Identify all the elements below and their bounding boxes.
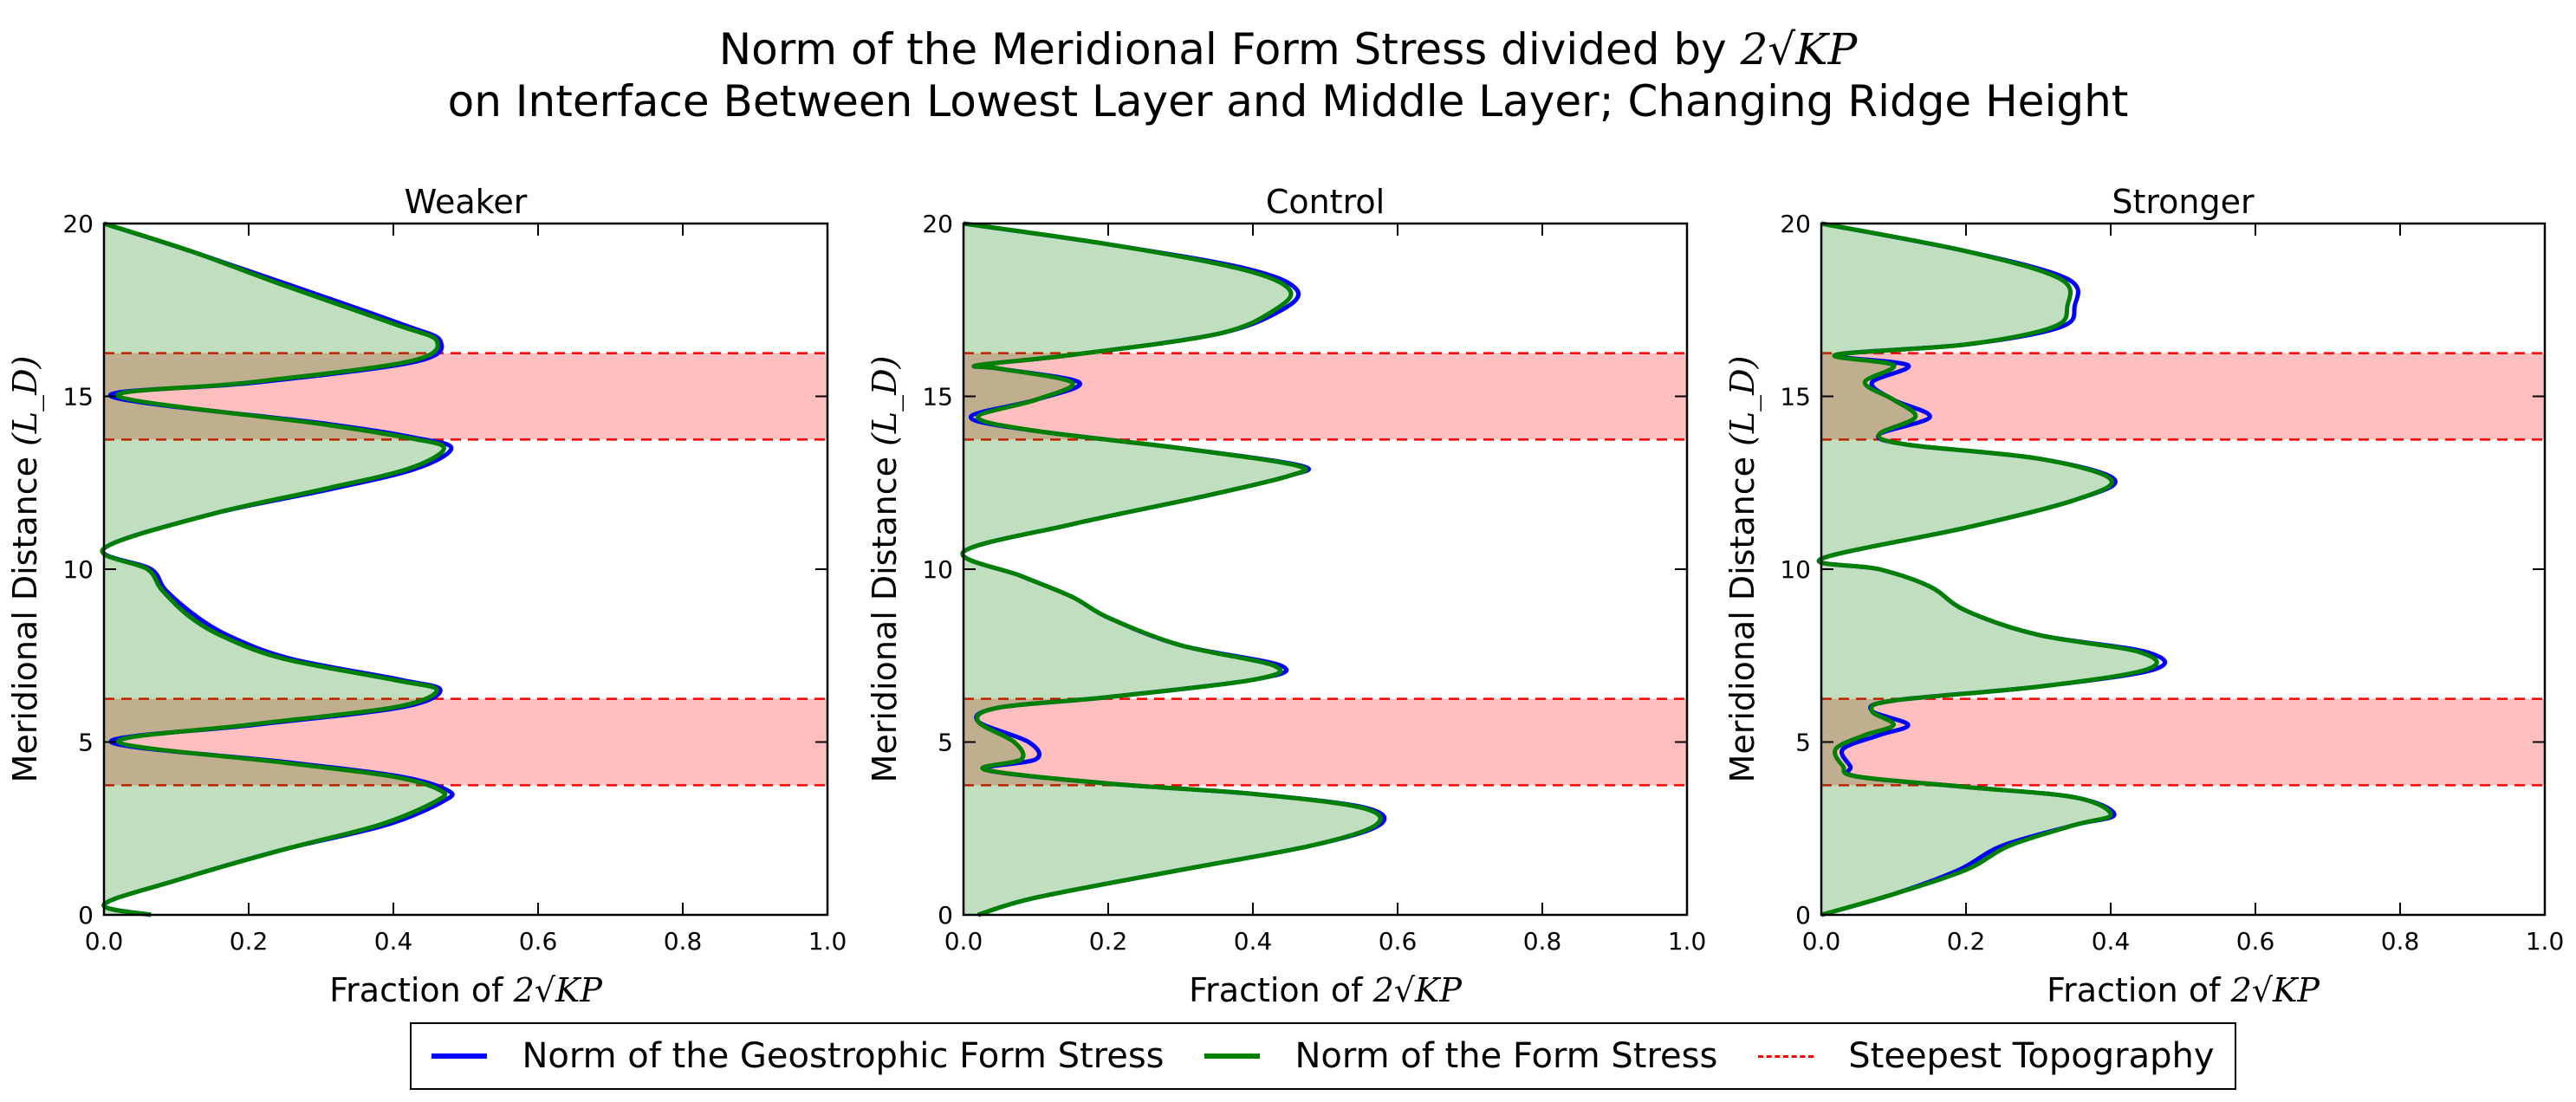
y-tick-label: 5 <box>78 729 94 757</box>
y-axis-label-math: (L_D) <box>1723 356 1762 446</box>
y-tick-label: 5 <box>1795 729 1811 757</box>
x-tick-label: 0.8 <box>1523 927 1562 956</box>
y-tick-label: 15 <box>922 383 953 412</box>
y-axis-label-text: Meridional Distance <box>1723 446 1762 783</box>
y-axis-label-text: Meridional Distance <box>866 446 904 783</box>
figure-title-line2: on Interface Between Lowest Layer and Mi… <box>447 76 2129 126</box>
x-tick-label: 1.0 <box>1668 927 1707 956</box>
figure-title-text: Norm of the Meridional Form Stress divid… <box>718 24 1727 75</box>
y-tick-label: 10 <box>1780 555 1811 584</box>
y-tick-label: 10 <box>62 555 94 584</box>
chart-title: Weaker <box>405 183 528 221</box>
x-axis-label: Fraction of 2√KP <box>1189 971 1463 1009</box>
legend-swatch-geostrophic <box>431 1053 488 1059</box>
x-tick-label: 0.4 <box>374 927 413 956</box>
y-tick-label: 15 <box>62 383 94 412</box>
legend-swatch-form <box>1204 1053 1261 1059</box>
x-tick-label: 0.2 <box>1089 927 1128 956</box>
topography-band <box>1821 353 2545 440</box>
legend-label-geostrophic: Norm of the Geostrophic Form Stress <box>522 1036 1165 1076</box>
y-tick-label: 20 <box>922 210 953 238</box>
chart-panel-control: 0.0 0.2 0.4 0.6 0.8 1.0 0 5 10 15 20 Control Fractio… <box>866 183 1706 1009</box>
topography-band <box>964 353 1687 440</box>
y-tick-label: 0 <box>938 901 953 930</box>
x-tick-label: 0.8 <box>2381 927 2420 956</box>
x-axis-label-text: Fraction of <box>1189 971 1372 1009</box>
form-stress-fill <box>102 224 445 915</box>
x-tick-label: 1.0 <box>808 927 847 956</box>
x-tick-label: 0.6 <box>519 927 558 956</box>
form-stress-fill <box>962 224 1381 915</box>
topography-band <box>104 353 827 440</box>
x-axis-label-math: 2√KP <box>513 971 604 1009</box>
x-tick-label: 1.0 <box>2526 927 2565 956</box>
figure-title-math: 2√KP <box>1740 24 1858 75</box>
form-stress-line <box>960 221 1383 917</box>
x-tick-label: 0.2 <box>230 927 269 956</box>
x-axis-label: Fraction of 2√KP <box>2047 971 2320 1009</box>
y-tick-label: 20 <box>62 210 94 238</box>
y-axis-label-text: Meridional Distance <box>6 446 44 783</box>
x-tick-label: 0.4 <box>1234 927 1273 956</box>
legend-item-form: Norm of the Form Stress <box>1204 1036 1717 1076</box>
y-axis-label: Meridional Distance (L_D) <box>866 356 905 783</box>
x-tick-label: 0.0 <box>944 927 983 956</box>
x-tick-label: 0.6 <box>2236 927 2275 956</box>
x-axis-label-text: Fraction of <box>329 971 513 1009</box>
chart-title: Control <box>1266 183 1385 221</box>
legend-label-topography: Steepest Topography <box>1848 1036 2215 1076</box>
y-axis-label-math: (L_D) <box>866 356 905 446</box>
x-tick-label: 0.6 <box>1379 927 1418 956</box>
y-axis-label: Meridional Distance (L_D) <box>1723 356 1762 783</box>
topography-band <box>1821 698 2545 786</box>
chart-title: Stronger <box>2112 183 2255 221</box>
form-stress-fill <box>1819 224 2157 915</box>
legend-label-form: Norm of the Form Stress <box>1294 1036 1718 1076</box>
legend-swatch-topography <box>1758 1054 1814 1058</box>
x-tick-label: 0.4 <box>2092 927 2131 956</box>
x-axis-label: Fraction of 2√KP <box>329 971 603 1009</box>
x-tick-label: 0.0 <box>1802 927 1841 956</box>
y-tick-label: 0 <box>78 901 94 930</box>
x-tick-label: 0.0 <box>85 927 124 956</box>
form-stress-line <box>100 221 448 917</box>
topography-band <box>104 698 827 786</box>
x-tick-label: 0.2 <box>1947 927 1986 956</box>
y-axis-label: Meridional Distance (L_D) <box>6 356 45 783</box>
y-axis-label-math: (L_D) <box>6 356 45 446</box>
y-tick-label: 15 <box>1780 383 1811 412</box>
y-tick-label: 0 <box>1795 901 1811 930</box>
chart-panel-weaker: 0.0 0.2 0.4 0.6 0.8 1.0 0 5 10 15 20 Weaker Fraction… <box>6 183 847 1009</box>
legend-item-topography: Steepest Topography <box>1758 1036 2215 1076</box>
x-axis-label-math: 2√KP <box>2230 971 2321 1009</box>
figure-title-line1: Norm of the Meridional Form Stress divid… <box>0 24 2576 75</box>
form-stress-line <box>1816 221 2159 917</box>
topography-band <box>964 698 1687 786</box>
x-axis-label-math: 2√KP <box>1372 971 1463 1009</box>
y-tick-label: 10 <box>922 555 953 584</box>
y-tick-label: 5 <box>938 729 953 757</box>
legend-item-geostrophic: Norm of the Geostrophic Form Stress <box>431 1036 1165 1076</box>
x-axis-label-text: Fraction of <box>2047 971 2230 1009</box>
x-tick-label: 0.8 <box>664 927 703 956</box>
y-tick-label: 20 <box>1780 210 1811 238</box>
legend: Norm of the Geostrophic Form Stress Norm… <box>410 1022 2236 1090</box>
chart-panel-stronger: 0.0 0.2 0.4 0.6 0.8 1.0 0 5 10 15 20 Stronger Fracti… <box>1723 183 2564 1009</box>
